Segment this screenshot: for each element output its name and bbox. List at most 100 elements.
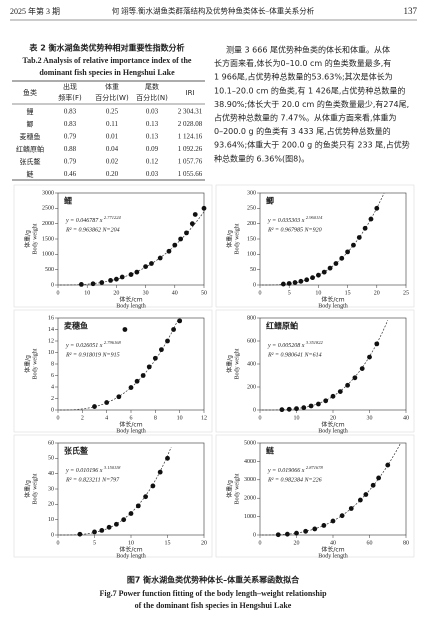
y-tick-label: 50 <box>48 456 54 462</box>
equation-part: y = <box>267 343 276 349</box>
body-text: 10.1–20.0 cm 的鱼类,有 1 426尾,占优势种总数量的 <box>214 85 405 95</box>
data-point <box>122 327 128 332</box>
x-tick-label: 8 <box>154 415 157 421</box>
x-tick-label: 5 <box>93 540 96 546</box>
table-cell: 1 055.66 <box>178 170 203 178</box>
y-tick-label: 2 <box>51 396 54 402</box>
x-tick-label: 30 <box>143 290 149 296</box>
panel-frame <box>13 309 213 433</box>
body-text: 38.90%;体长大于 20.0 cm 的鱼类数量最少,有274尾, <box>214 99 409 109</box>
data-point <box>114 276 119 282</box>
y-tick-label: 2000 <box>244 496 256 502</box>
equation-part: 0.019066 <box>278 468 301 474</box>
fit-stats: R² = 0.980641 N=614 <box>267 351 322 358</box>
x-tick-label: 0 <box>259 290 262 296</box>
data-point <box>304 277 310 283</box>
x-tick-label: 4 <box>105 415 108 421</box>
y-tick-label: 10 <box>48 350 54 356</box>
x-tick-label: 30 <box>367 415 373 421</box>
data-point <box>184 230 189 236</box>
table-header: 百分比(N) <box>136 93 168 102</box>
fit-stats: R² = 0.823211 N=797 <box>65 477 120 483</box>
x-tick-label: 20 <box>294 540 300 546</box>
table-cell: 0.03 <box>146 108 159 116</box>
data-point <box>135 503 141 509</box>
table-cell: 张氏鳌 <box>20 157 41 166</box>
issue: 2025 年第 3 期 <box>10 6 60 16</box>
table-cell: 1 092.26 <box>178 145 203 153</box>
data-point <box>330 518 336 524</box>
y-tick-label: 0 <box>253 532 256 538</box>
data-point <box>104 400 110 405</box>
fit-equation: y = 0.005208 x 3.351822 <box>267 340 324 349</box>
x-label-en: Body length <box>116 303 146 309</box>
data-point <box>128 511 134 516</box>
y-tick-label: 250 <box>247 206 256 212</box>
body-text: 1 966尾,占优势种总数量的53.63%;其次是体长为 <box>214 72 393 82</box>
x-label: 体长/cm <box>119 296 142 304</box>
x-label: 体长/cm <box>119 546 142 554</box>
y-tick-label: 30 <box>48 486 54 492</box>
table-cell: 0.88 <box>64 145 77 153</box>
body-text: 长方面来看,体长为0–10.0 cm 的鱼类数量最多,有 <box>214 58 391 68</box>
x-tick-label: 40 <box>330 540 336 546</box>
fit-equation: y = 0.019066 x 2.871678 <box>267 465 324 474</box>
x-tick-label: 60 <box>367 540 373 546</box>
panel-frame <box>215 434 415 558</box>
x-tick-label: 40 <box>172 290 178 296</box>
table-cell: 0.11 <box>106 120 118 128</box>
table-cell: 麦穗鱼 <box>20 132 41 141</box>
data-point <box>323 398 329 404</box>
panel-name: 麦穗鱼 <box>64 321 88 331</box>
table-cell: 0.13 <box>146 133 159 141</box>
data-point <box>128 272 134 277</box>
data-point <box>192 212 198 217</box>
y-tick-label: 8 <box>51 361 54 367</box>
data-point <box>149 261 154 266</box>
y-tick-label: 400 <box>247 361 256 367</box>
y-tick-label: 1000 <box>42 252 54 258</box>
data-point <box>330 393 336 399</box>
table-cell: 1 124.16 <box>178 133 203 141</box>
data-point <box>303 528 309 534</box>
table-header: 鱼类 <box>23 88 37 97</box>
y-tick-label: 6 <box>51 373 54 379</box>
figure-caption-en: of the dominant fish species in Hengshui… <box>135 601 292 610</box>
plot-area <box>57 317 205 411</box>
equation-exponent: 3.150118 <box>104 465 121 470</box>
x-label: 体长/cm <box>321 421 344 429</box>
data-point <box>152 355 158 361</box>
x-label: 体长/cm <box>321 296 344 304</box>
data-point <box>134 378 140 384</box>
data-point <box>294 530 299 536</box>
data-point <box>134 269 140 275</box>
x-tick-label: 6 <box>130 415 133 421</box>
table-cell: 0.83 <box>64 120 77 128</box>
y-tick-label: 100 <box>247 252 256 258</box>
x-label-en: Body length <box>318 303 348 309</box>
x-label: 体长/cm <box>321 546 344 554</box>
data-point <box>78 281 84 287</box>
data-point <box>92 404 97 409</box>
data-point <box>140 373 146 378</box>
data-point <box>345 382 350 388</box>
data-point <box>157 469 163 475</box>
fit-stats: R² = 0.982384 N=226 <box>267 476 322 483</box>
table-header: 百分比(W) <box>95 93 129 102</box>
equation-exponent: 3.351822 <box>306 340 324 345</box>
y-label-en: Body weight <box>234 348 240 379</box>
body-text: 占优势种总数量的 7.47%。从体重方面来看,体重为 <box>214 113 397 123</box>
x-tick-label: 10 <box>84 290 90 296</box>
data-point <box>292 280 298 285</box>
data-point <box>356 235 362 240</box>
y-tick-label: 40 <box>48 471 54 477</box>
fit-equation: y = 0.046787 x 2.771224 <box>65 215 122 224</box>
equation-part: y = <box>65 218 74 224</box>
data-point <box>385 462 391 468</box>
panel-frame <box>215 309 415 433</box>
data-point <box>99 280 105 285</box>
data-point <box>370 482 376 488</box>
data-point <box>333 261 339 266</box>
y-tick-label: 2500 <box>42 206 54 212</box>
page-number: 137 <box>404 6 418 16</box>
